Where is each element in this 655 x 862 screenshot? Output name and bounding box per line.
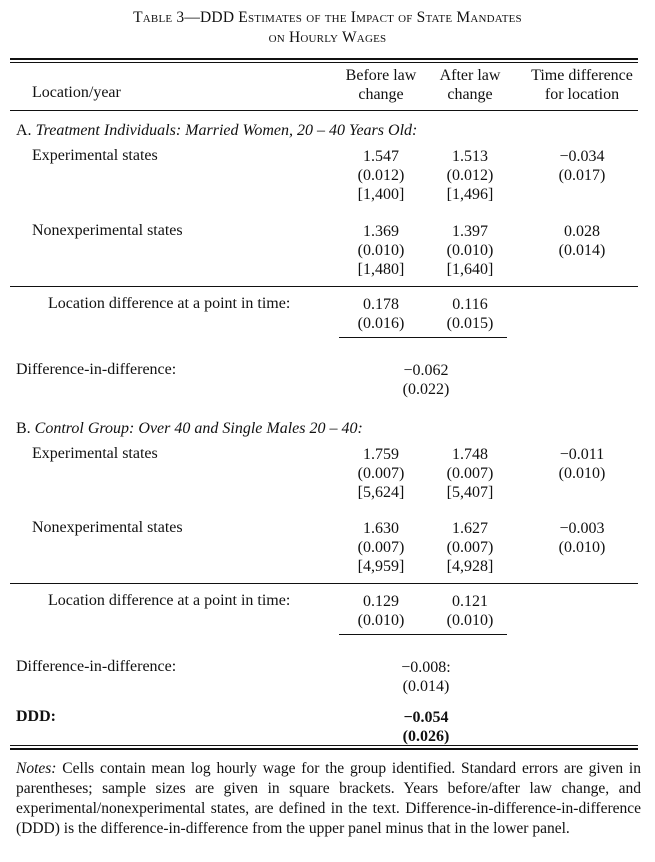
ddd-label: DDD: (16, 708, 56, 725)
header-rule (10, 110, 638, 111)
header-before-line1: Before law (345, 67, 417, 84)
panel-a-location-rule (10, 286, 638, 287)
header-location: Location/year (32, 84, 121, 101)
table-title-line1: Table 3—DDD Estimates of the Impact of S… (133, 9, 522, 26)
panel-a-row1-after: 1.513 (0.012) [1,496] (446, 148, 494, 203)
panel-b-title: B. Control Group: Over 40 and Single Mal… (16, 420, 363, 437)
table-notes: Notes: Cells contain mean log hourly wag… (16, 760, 641, 837)
panel-a-row1-before: 1.547 (0.012) [1,400] (357, 148, 405, 203)
panel-a-did-label: Difference-in-difference: (16, 361, 177, 378)
panel-b-row2-before: 1.630 (0.007) [4,959] (357, 520, 405, 575)
panel-a-did-value: −0.062 (0.022) (402, 362, 450, 398)
panel-a-location-diff-label: Location difference at a point in time: (48, 295, 291, 312)
top-rule-thick (10, 58, 638, 60)
header-after-line2: change (447, 86, 493, 103)
header-time-line1: Time difference (531, 67, 633, 84)
bottom-rule-thick (10, 748, 638, 750)
panel-a-diff-underline (339, 337, 507, 338)
panel-b-row1-before: 1.759 (0.007) [5,624] (357, 446, 405, 501)
panel-a-row1-label: Experimental states (32, 147, 158, 164)
panel-a-title: A. Treatment Individuals: Married Women,… (16, 122, 418, 139)
panel-b-row1-after: 1.748 (0.007) [5,407] (446, 446, 494, 501)
panel-b-row2-time: −0.003 (0.010) (558, 520, 606, 556)
header-before-line2: change (358, 86, 404, 103)
panel-b-row2-after: 1.627 (0.007) [4,928] (446, 520, 494, 575)
panel-b-diff-underline (339, 634, 507, 635)
panel-b-location-diff-label: Location difference at a point in time: (48, 592, 291, 609)
panel-b-row2-label: Nonexperimental states (32, 519, 183, 536)
bottom-rule-thin (10, 745, 638, 746)
header-time-line2: for location (544, 86, 620, 103)
panel-a-row2-before: 1.369 (0.010) [1,480] (357, 223, 405, 278)
panel-b-location-diff-after: 0.121 (0.010) (446, 593, 494, 629)
top-rule-thin (10, 62, 638, 63)
panel-a-location-diff-before: 0.178 (0.016) (357, 296, 405, 332)
panel-b-location-diff-before: 0.129 (0.010) (357, 593, 405, 629)
header-after-line1: After law (439, 67, 501, 84)
panel-a-row2-after: 1.397 (0.010) [1,640] (446, 223, 494, 278)
panel-a-row2-time: 0.028 (0.014) (558, 223, 606, 259)
panel-a-row1-time: −0.034 (0.017) (558, 148, 606, 184)
panel-b-location-rule (10, 583, 638, 584)
panel-a-row2-label: Nonexperimental states (32, 222, 183, 239)
ddd-value: −0.054 (0.026) (402, 709, 450, 745)
panel-a-location-diff-after: 0.116 (0.015) (446, 296, 494, 332)
table-title-line2: on Hourly Wages (268, 29, 387, 46)
panel-b-did-value: −0.008: (0.014) (401, 659, 451, 695)
panel-b-row1-time: −0.011 (0.010) (558, 446, 606, 482)
panel-b-did-label: Difference-in-difference: (16, 658, 177, 675)
panel-b-row1-label: Experimental states (32, 445, 158, 462)
